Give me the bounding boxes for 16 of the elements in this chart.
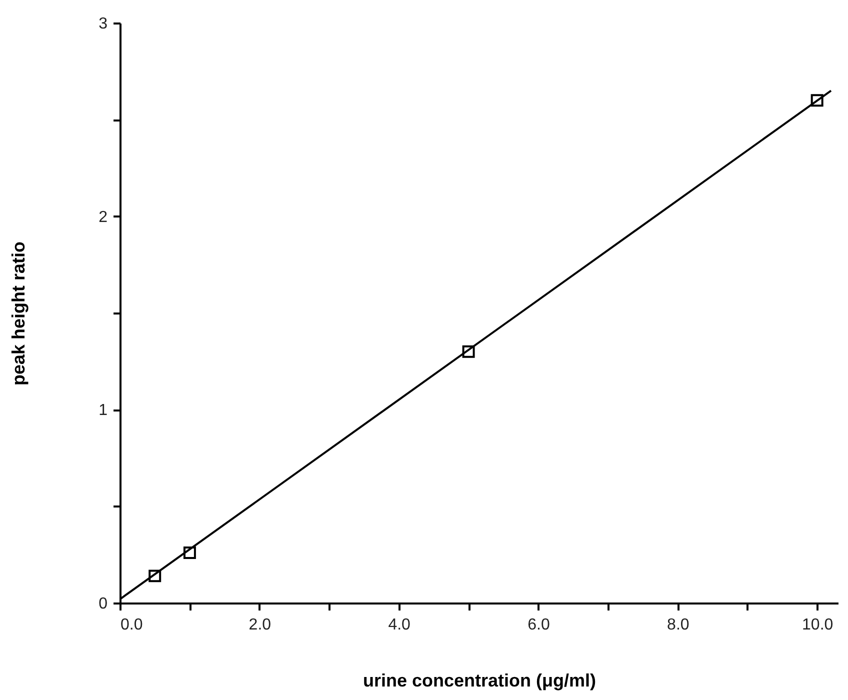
y-tick-label: 3 (98, 16, 108, 32)
point (148, 570, 162, 582)
y-tick-label: 2 (98, 208, 108, 226)
x-tick-label: 2.0 (248, 616, 272, 634)
x-tick-label: 4.0 (388, 616, 411, 634)
x-tick-label: 10.0 (802, 616, 834, 634)
y-tick-label: 0 (98, 596, 108, 612)
x-tick-label: 8.0 (667, 616, 690, 634)
y-tick-label: 1 (98, 402, 108, 420)
y-axis-title: peak height ratio (8, 241, 29, 386)
point (183, 546, 196, 559)
x-axis-title: urine concentration (μg/ml) (362, 670, 596, 690)
x-tick-label: 6.0 (528, 616, 550, 634)
point (810, 94, 824, 107)
point (462, 345, 475, 358)
x-tick-label: 0.0 (120, 616, 143, 634)
